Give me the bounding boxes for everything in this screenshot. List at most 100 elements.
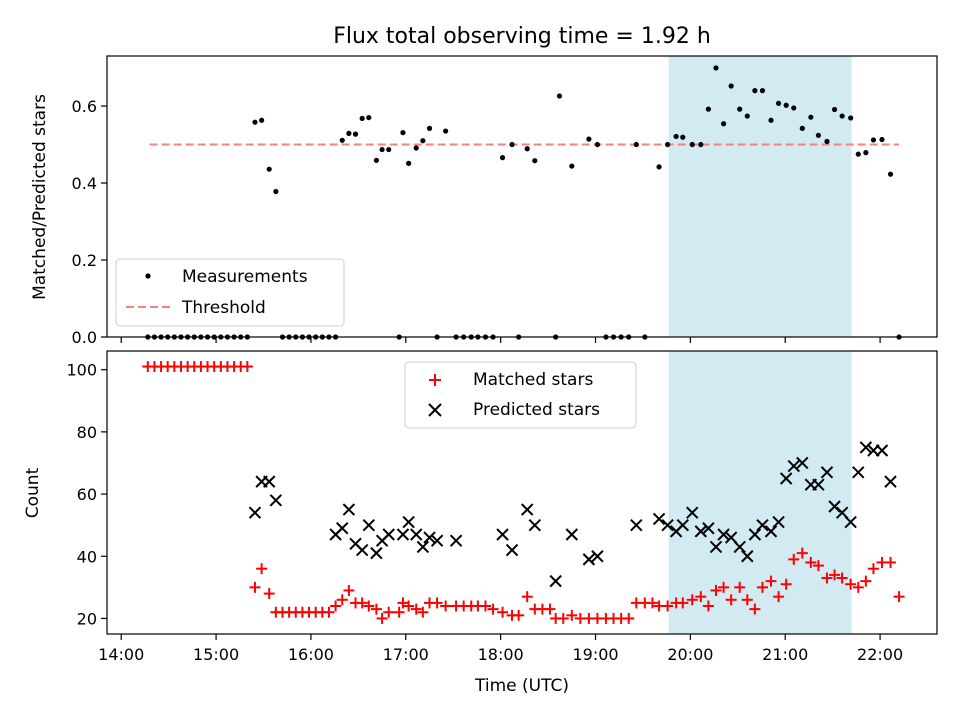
measurement-point [673, 133, 679, 140]
predicted-star-marker [661, 518, 674, 532]
matched-star-marker [249, 581, 261, 593]
predicted-star-marker [709, 540, 723, 554]
legend-label-threshold: Threshold [181, 298, 266, 318]
matched-star-marker [845, 578, 857, 590]
measurement-point [680, 134, 686, 140]
predicted-star-marker [875, 444, 889, 457]
ratio-legend-box [115, 258, 345, 327]
predicted-star-marker [772, 515, 785, 529]
predicted-star-marker [884, 475, 897, 488]
matched-star-marker [521, 591, 533, 603]
predicted-star-marker [764, 525, 778, 538]
matched-star-marker [646, 597, 658, 609]
matched-star-marker [788, 553, 800, 565]
measurement-point [870, 137, 877, 143]
measurement-point [737, 106, 743, 112]
y-tick-label: 0.2 [72, 251, 97, 270]
predicted-star-marker [382, 528, 395, 541]
predicted-star-marker [859, 441, 873, 454]
count-y-ticks: 20 40 60 80 100 [66, 361, 107, 628]
matched-star-marker [403, 600, 415, 612]
predicted-star-marker [402, 515, 415, 529]
matched-star-marker [893, 591, 905, 603]
measurement-point [532, 158, 538, 164]
matched-star-marker [741, 594, 753, 606]
matched-star-marker [885, 556, 897, 568]
predicted-star-marker [505, 543, 519, 557]
measurement-point [848, 115, 854, 121]
matched-star-marker [710, 584, 722, 596]
predicted-star-marker [676, 518, 689, 532]
y-tick-label: 0.6 [72, 97, 97, 116]
chart-title: Flux total observing time = 1.92 h [333, 24, 711, 49]
measurement-point [373, 157, 379, 163]
predicted-star-marker [582, 553, 596, 566]
measurement-point [499, 155, 506, 161]
measurement-point [713, 65, 719, 71]
matched-star-marker [623, 612, 635, 624]
measurement-point [808, 114, 814, 120]
y-tick-label: 60 [77, 485, 97, 504]
measurement-point [633, 141, 639, 148]
measurement-point [400, 130, 406, 136]
predicted-star-marker [262, 475, 276, 488]
predicted-star-marker [336, 522, 349, 535]
x-tick-label: 14:00 [98, 645, 144, 664]
matched-star-marker [821, 572, 833, 584]
matched-star-marker [497, 606, 509, 618]
measurement-point [443, 128, 449, 134]
matched-star-marker [376, 612, 388, 624]
predicted-star-marker [686, 506, 699, 519]
measurement-point [420, 138, 426, 144]
predicted-star-marker [269, 494, 283, 507]
x-tick-label: 18:00 [478, 645, 524, 664]
measurement-point [752, 88, 758, 94]
predicted-star-markers [248, 441, 897, 588]
measurement-point [791, 105, 797, 111]
matched-star-marker [566, 609, 578, 621]
legend-label-measurements: Measurements [182, 267, 308, 287]
measurement-point [775, 100, 782, 106]
measurement-point [352, 131, 359, 137]
measurement-point [524, 146, 530, 152]
measurement-point [768, 117, 774, 123]
highlight-band-ratio [668, 56, 852, 337]
matched-star-marker [323, 606, 335, 618]
y-tick-label: 0.4 [72, 174, 97, 193]
measurement-point [366, 114, 372, 121]
predicted-star-marker [733, 540, 746, 554]
matched-star-marker [487, 603, 499, 615]
measurement-points [145, 65, 902, 340]
predicted-star-marker [694, 525, 708, 538]
matched-star-marker [756, 581, 768, 593]
matched-star-marker [363, 600, 375, 612]
measurement-point [359, 115, 365, 121]
predicted-star-marker [748, 528, 762, 541]
predicted-star-marker [528, 518, 542, 532]
legend-dot-icon [145, 273, 151, 279]
x-tick-label: 15:00 [193, 645, 239, 664]
matched-star-marker [370, 603, 382, 615]
predicted-star-marker [396, 528, 410, 541]
matched-star-marker [780, 578, 792, 590]
predicted-star-marker [248, 506, 262, 519]
matched-star-marker [725, 594, 737, 606]
x-tick-label: 16:00 [288, 645, 334, 664]
matched-star-marker [702, 600, 714, 612]
measurement-point [887, 171, 894, 177]
count-panel-frame [106, 350, 938, 635]
predicted-star-marker [852, 466, 865, 479]
predicted-star-marker [591, 550, 604, 563]
x-axis-label: Time (UTC) [474, 676, 569, 696]
measurement-point [586, 136, 592, 142]
measurement-point [556, 93, 563, 99]
matched-star-marker [417, 606, 429, 618]
legend-x-icon [428, 403, 442, 417]
legend-label-matched: Matched stars [473, 370, 593, 390]
measurement-point [855, 151, 861, 157]
matched-star-marker [513, 609, 525, 621]
matched-star-marker [805, 556, 817, 568]
x-tick-label: 21:00 [762, 645, 808, 664]
measurement-point [509, 141, 515, 148]
